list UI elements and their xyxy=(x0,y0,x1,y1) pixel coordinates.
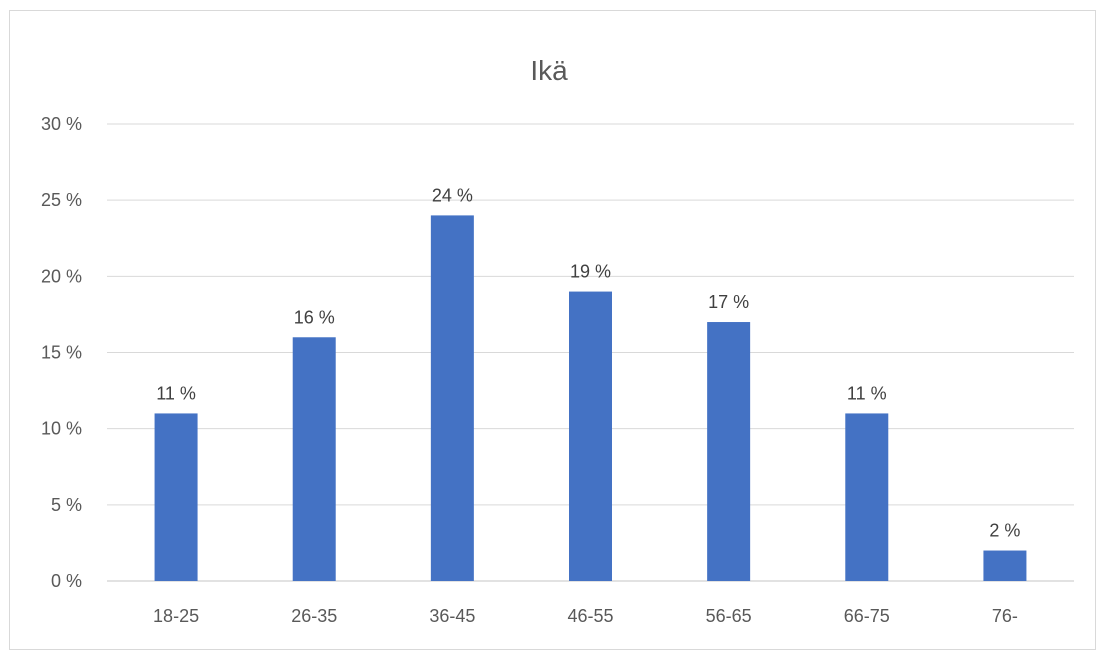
x-tick-label: 56-65 xyxy=(706,606,752,626)
y-tick-label: 15 % xyxy=(41,343,82,363)
y-tick-label: 10 % xyxy=(41,419,82,439)
data-label: 2 % xyxy=(989,521,1020,541)
x-tick-label: 66-75 xyxy=(844,606,890,626)
bar xyxy=(154,413,198,581)
y-tick-label: 0 % xyxy=(51,571,82,591)
bar xyxy=(983,550,1027,581)
x-tick-label: 26-35 xyxy=(291,606,337,626)
y-tick-label: 25 % xyxy=(41,190,82,210)
bar xyxy=(292,337,336,581)
x-tick-label: 18-25 xyxy=(153,606,199,626)
y-tick-label: 30 % xyxy=(41,114,82,134)
x-tick-label: 36-45 xyxy=(429,606,475,626)
x-tick-label: 46-55 xyxy=(567,606,613,626)
bar xyxy=(845,413,889,581)
data-label: 24 % xyxy=(432,185,473,205)
gridlines xyxy=(107,123,1074,582)
bar xyxy=(430,215,474,581)
chart-title: Ikä xyxy=(530,55,568,86)
y-axis-tick-labels: 0 % 5 % 10 % 15 % 20 % 25 % 30 % xyxy=(41,114,82,591)
data-label: 11 % xyxy=(156,383,196,403)
data-label: 19 % xyxy=(570,262,611,282)
data-label: 16 % xyxy=(294,307,335,327)
data-label: 11 % xyxy=(847,383,887,403)
bar xyxy=(707,322,751,581)
data-label: 17 % xyxy=(708,292,749,312)
x-tick-label: 76- xyxy=(992,606,1018,626)
bars xyxy=(154,215,1027,581)
y-tick-label: 20 % xyxy=(41,266,82,286)
x-axis-tick-labels: 18-25 26-35 36-45 46-55 56-65 66-75 76- xyxy=(153,606,1018,626)
y-tick-label: 5 % xyxy=(51,495,82,515)
data-labels: 11 % 16 % 24 % 19 % 17 % 11 % 2 % xyxy=(156,185,1020,540)
bar xyxy=(569,291,612,581)
